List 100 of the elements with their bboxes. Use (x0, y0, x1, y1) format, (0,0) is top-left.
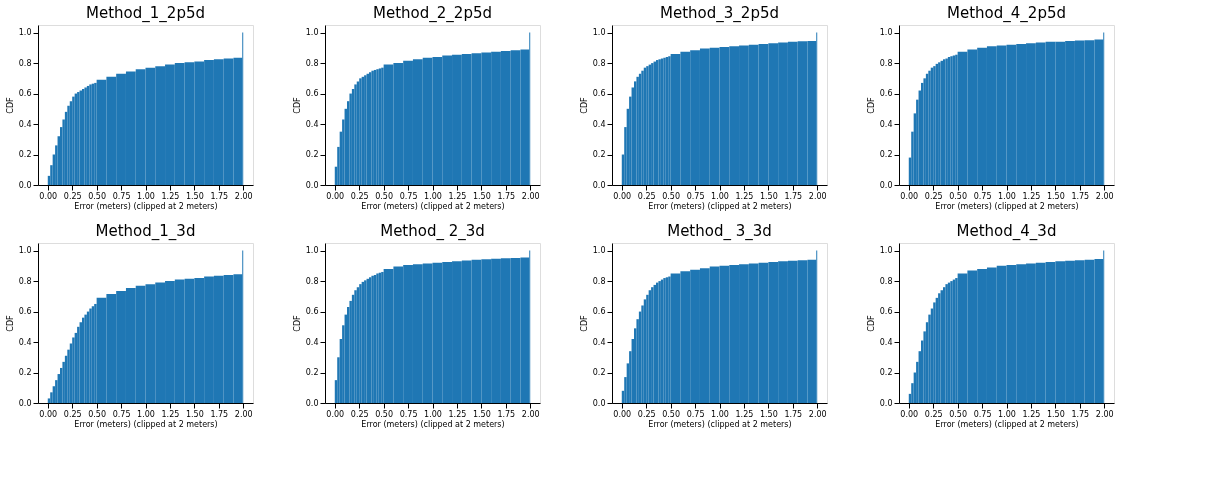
y-tick-label: 0.2 (305, 150, 319, 160)
y-tick-label: 0.0 (305, 180, 319, 190)
x-tick-label: 0.25 (924, 191, 943, 201)
y-tick-label: 1.0 (879, 246, 893, 256)
x-axis-title: Error (meters) (clipped at 2 meters) (935, 201, 1079, 211)
x-tick-label: 0.25 (63, 191, 82, 201)
x-tick-label: 1.75 (1071, 409, 1090, 419)
y-axis-title: CDF (5, 314, 15, 332)
y-tick-label: 0.0 (18, 398, 32, 408)
x-tick-label: 0.75 (112, 409, 131, 419)
x-tick-label: 1.00 (424, 191, 442, 201)
x-tick-label: 0.00 (900, 409, 919, 419)
y-tick-label: 0.6 (879, 89, 893, 99)
x-tick-label: 2.00 (234, 191, 253, 201)
y-tick-label: 0.8 (18, 276, 32, 286)
y-tick-label: 0.4 (305, 337, 319, 347)
x-tick-label: 1.00 (998, 409, 1016, 419)
y-tick-label: 1.0 (305, 28, 319, 38)
y-tick-label: 0.0 (18, 180, 32, 190)
y-tick-label: 0.8 (879, 276, 893, 286)
x-tick-label: 0.75 (399, 191, 418, 201)
y-tick-label: 0.2 (305, 368, 319, 378)
x-tick-label: 1.00 (711, 409, 729, 419)
x-tick-label: 1.50 (472, 191, 491, 201)
chart-title: Method_2_2p5d (373, 4, 492, 23)
y-tick-label: 0.0 (592, 180, 606, 190)
y-tick-label: 0.2 (592, 368, 606, 378)
x-axis-title: Error (meters) (clipped at 2 meters) (361, 419, 505, 429)
y-tick-label: 1.0 (18, 246, 32, 256)
y-tick-label: 0.2 (18, 150, 32, 160)
x-axis-title: Error (meters) (clipped at 2 meters) (74, 201, 218, 211)
y-tick-label: 0.6 (592, 307, 606, 317)
chart-title: Method_3_2p5d (660, 4, 779, 23)
x-tick-label: 0.00 (326, 409, 345, 419)
x-axis-title: Error (meters) (clipped at 2 meters) (648, 419, 792, 429)
y-tick-label: 0.6 (18, 89, 32, 99)
x-axis-title: Error (meters) (clipped at 2 meters) (74, 419, 218, 429)
y-tick-label: 0.6 (305, 89, 319, 99)
x-tick-label: 0.75 (686, 409, 705, 419)
x-tick-label: 1.00 (137, 409, 155, 419)
x-tick-label: 0.00 (39, 191, 58, 201)
x-tick-label: 2.00 (521, 191, 540, 201)
y-tick-label: 0.2 (879, 150, 893, 160)
y-tick-label: 0.4 (305, 119, 319, 129)
y-tick-label: 1.0 (592, 28, 606, 38)
x-tick-label: 0.50 (375, 409, 394, 419)
x-tick-label: 0.00 (39, 409, 58, 419)
y-axis-title: CDF (866, 96, 876, 114)
x-tick-label: 1.75 (497, 191, 516, 201)
y-tick-label: 1.0 (18, 28, 32, 38)
y-tick-label: 0.8 (592, 58, 606, 68)
x-tick-label: 1.25 (1022, 409, 1041, 419)
y-tick-label: 0.4 (592, 337, 606, 347)
y-tick-label: 0.4 (879, 119, 893, 129)
x-tick-label: 0.25 (924, 409, 943, 419)
x-tick-label: 0.50 (949, 409, 968, 419)
x-axis-title: Error (meters) (clipped at 2 meters) (361, 201, 505, 211)
y-tick-label: 0.2 (592, 150, 606, 160)
x-tick-label: 1.50 (1046, 409, 1065, 419)
x-tick-label: 1.50 (1046, 191, 1065, 201)
x-tick-label: 1.75 (210, 191, 229, 201)
y-tick-label: 0.8 (592, 276, 606, 286)
y-tick-label: 0.6 (305, 307, 319, 317)
x-tick-label: 1.75 (210, 409, 229, 419)
x-tick-label: 1.25 (161, 191, 180, 201)
y-axis-title: CDF (292, 96, 302, 114)
x-tick-label: 0.75 (686, 191, 705, 201)
x-tick-label: 0.25 (637, 191, 656, 201)
x-tick-label: 1.50 (185, 191, 204, 201)
x-tick-label: 1.50 (759, 191, 778, 201)
x-tick-label: 1.50 (472, 409, 491, 419)
x-tick-label: 0.00 (613, 409, 632, 419)
x-tick-label: 2.00 (808, 409, 827, 419)
x-tick-label: 0.25 (350, 191, 369, 201)
x-tick-label: 0.50 (375, 191, 394, 201)
x-tick-label: 0.50 (88, 409, 107, 419)
y-tick-label: 0.4 (18, 337, 32, 347)
x-tick-label: 0.75 (112, 191, 131, 201)
y-tick-label: 0.0 (592, 398, 606, 408)
y-tick-label: 0.8 (305, 276, 319, 286)
y-tick-label: 0.6 (592, 89, 606, 99)
y-tick-label: 0.2 (879, 368, 893, 378)
x-tick-label: 1.50 (185, 409, 204, 419)
x-tick-label: 1.25 (1022, 191, 1041, 201)
y-tick-label: 1.0 (592, 246, 606, 256)
x-tick-label: 0.50 (88, 191, 107, 201)
x-tick-label: 0.50 (662, 191, 681, 201)
x-tick-label: 0.50 (662, 409, 681, 419)
y-axis-title: CDF (292, 314, 302, 332)
x-tick-label: 1.00 (711, 191, 729, 201)
x-tick-label: 1.00 (424, 409, 442, 419)
x-tick-label: 0.25 (637, 409, 656, 419)
x-tick-label: 0.00 (900, 191, 919, 201)
y-tick-label: 0.6 (879, 307, 893, 317)
y-tick-label: 0.4 (18, 119, 32, 129)
x-tick-label: 0.75 (973, 191, 992, 201)
chart-title: Method_1_3d (95, 222, 196, 241)
x-tick-label: 0.75 (973, 409, 992, 419)
x-tick-label: 1.75 (784, 409, 803, 419)
x-tick-label: 1.75 (497, 409, 516, 419)
